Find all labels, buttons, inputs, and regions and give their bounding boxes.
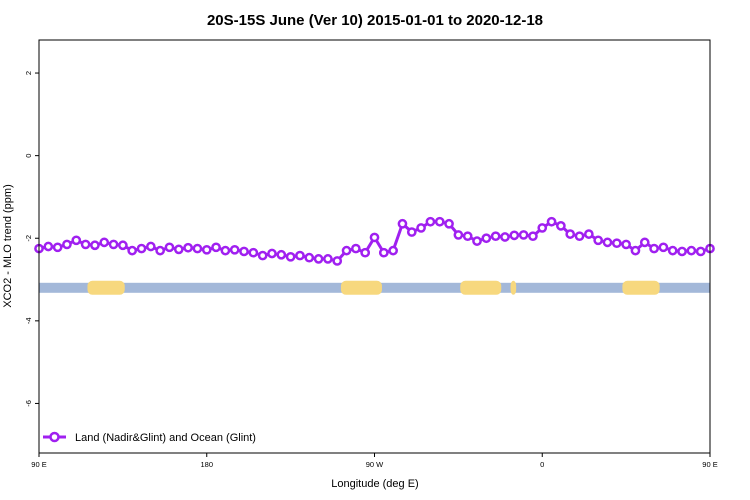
- legend-marker-swatch: [49, 431, 60, 443]
- land-segment-4: [622, 280, 660, 295]
- x-tick-label: 90 E: [702, 460, 717, 469]
- data-point: [583, 229, 594, 239]
- data-point: [667, 245, 678, 256]
- x-tick-label: 90 E: [31, 460, 46, 469]
- data-point: [611, 238, 622, 249]
- data-point: [43, 241, 54, 252]
- data-point: [546, 216, 557, 227]
- data-point: [71, 235, 82, 246]
- land-segment-3: [510, 280, 517, 295]
- data-point: [630, 245, 641, 256]
- data-point: [99, 237, 110, 248]
- data-point: [425, 216, 436, 227]
- legend-label: Land (Nadir&Glint) and Ocean (Glint): [75, 432, 256, 444]
- data-point: [201, 244, 212, 255]
- data-point: [155, 245, 166, 256]
- data-point: [108, 239, 119, 250]
- data-point: [434, 216, 445, 227]
- data-point: [295, 250, 305, 261]
- land-ocean-strip: [39, 280, 710, 295]
- data-point: [621, 239, 631, 250]
- data-point: [276, 249, 287, 260]
- data-point: [500, 232, 510, 242]
- y-axis-label: XCO2 - MLO trend (ppm): [2, 184, 14, 307]
- legend: Land (Nadir&Glint) and Ocean (Glint): [43, 431, 256, 444]
- data-point: [556, 221, 566, 231]
- data-point: [313, 254, 324, 264]
- data-point: [695, 246, 706, 257]
- data-point: [574, 231, 585, 242]
- data-point: [537, 223, 548, 233]
- data-point: [304, 252, 315, 263]
- x-axis: 90 E 180 90 W 0 90 E: [31, 453, 718, 469]
- data-point: [602, 237, 613, 248]
- data-point: [528, 231, 538, 242]
- data-point: [332, 256, 343, 266]
- data-point: [472, 236, 482, 246]
- data-point: [518, 230, 529, 240]
- data-point: [444, 218, 454, 229]
- x-axis-label: Longitude (deg E): [331, 478, 418, 490]
- data-point: [509, 230, 520, 241]
- y-tick-label: -4: [24, 318, 33, 325]
- data-point: [658, 242, 669, 253]
- data-point: [416, 223, 426, 233]
- series-layer: [34, 216, 715, 266]
- data-point: [257, 250, 268, 261]
- y-tick-label: 2: [24, 71, 33, 75]
- data-point: [239, 246, 249, 257]
- data-point: [220, 245, 231, 256]
- data-point: [90, 240, 100, 251]
- data-point: [341, 245, 352, 256]
- chart-title: 20S-15S June (Ver 10) 2015-01-01 to 2020…: [207, 12, 543, 29]
- data-point: [164, 242, 175, 253]
- data-point: [369, 232, 380, 243]
- data-point: [183, 242, 193, 253]
- data-point: [453, 230, 464, 240]
- data-point: [351, 243, 361, 254]
- x-tick-label: 90 W: [366, 460, 384, 469]
- data-point: [80, 239, 91, 250]
- data-point: [490, 231, 501, 242]
- data-point: [360, 247, 371, 258]
- land-segment-0: [87, 280, 125, 295]
- data-point: [211, 242, 221, 253]
- data-point: [481, 233, 492, 244]
- data-point: [127, 245, 138, 256]
- data-point: [118, 240, 128, 251]
- data-point: [406, 227, 417, 237]
- data-point: [388, 245, 398, 256]
- data-point: [639, 237, 650, 248]
- data-point: [136, 243, 147, 254]
- y-axis: 2 0 -2 -4 -6: [24, 71, 39, 407]
- land-segment-1: [340, 280, 382, 295]
- data-point: [267, 248, 277, 259]
- data-point: [677, 246, 687, 257]
- data-point: [192, 243, 203, 254]
- data-point: [173, 244, 184, 255]
- y-tick-label: 0: [24, 154, 33, 158]
- y-tick-label: -2: [24, 235, 33, 242]
- data-point: [229, 244, 240, 255]
- data-point: [145, 241, 156, 252]
- x-tick-label: 0: [540, 460, 544, 469]
- data-point: [248, 247, 259, 258]
- data-point: [462, 231, 473, 242]
- data-point: [62, 239, 72, 250]
- data-point: [593, 235, 604, 246]
- data-point: [285, 251, 296, 262]
- data-point: [378, 247, 389, 258]
- x-tick-label: 180: [200, 460, 213, 469]
- data-point: [565, 229, 576, 239]
- data-point: [323, 254, 333, 264]
- data-point: [397, 218, 408, 229]
- land-segment-2: [460, 280, 502, 295]
- data-point: [52, 242, 63, 253]
- y-tick-label: -6: [24, 400, 33, 407]
- data-point: [649, 243, 659, 254]
- data-point: [686, 245, 697, 256]
